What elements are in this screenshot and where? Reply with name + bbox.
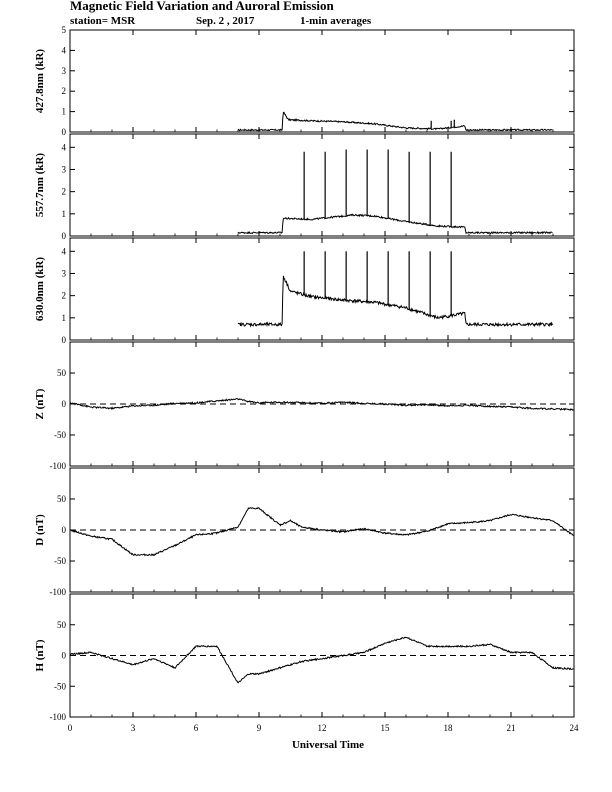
panel-frame — [69, 133, 575, 237]
series-line-z — [69, 398, 574, 411]
x-tick-label: 15 — [381, 723, 391, 733]
date-label: Sep. 2 , 2017 — [196, 15, 255, 27]
averaging-label: 1-min averages — [300, 15, 372, 27]
x-tick-label: 24 — [570, 723, 580, 733]
y-tick-label: 3 — [62, 66, 67, 76]
y-tick-label: 4 — [62, 45, 67, 55]
y-tick-label: 50 — [57, 368, 67, 378]
series-line-d — [69, 507, 574, 557]
y-tick-label: 5 — [62, 25, 67, 35]
y-tick-label: 2 — [62, 187, 67, 197]
y-tick-label: 0 — [62, 335, 67, 345]
y-tick-label: -100 — [50, 461, 67, 471]
panel-e6300: 0 1 2 3 4 630.0nm (kR) — [34, 237, 575, 345]
panel-e4278: 0 1 2 3 4 5 427.8nm (kR) — [34, 25, 575, 137]
y-tick-label: 0 — [62, 525, 67, 535]
x-axis-label: Universal Time — [292, 739, 364, 751]
series-line-h — [69, 636, 574, 684]
y-tick-label: -50 — [54, 556, 66, 566]
y-tick-label: 0 — [62, 231, 67, 241]
x-tick-label: 9 — [257, 723, 262, 733]
x-tick-label: 18 — [444, 723, 454, 733]
panel-d: -100 -50 0 50 D (nT) — [34, 467, 575, 597]
y-tick-label: -100 — [50, 712, 67, 722]
y-tick-label: 0 — [62, 651, 67, 661]
series-line-e5577 — [237, 213, 553, 235]
y-tick-label: 3 — [62, 268, 67, 278]
y-tick-label: 4 — [62, 142, 67, 152]
chart-title: Magnetic Field Variation and Auroral Emi… — [70, 0, 335, 13]
series-line-e6300 — [237, 275, 553, 328]
x-tick-label: 21 — [507, 723, 516, 733]
y-tick-label: -100 — [50, 587, 67, 597]
y-tick-label: 0 — [62, 399, 67, 409]
y-tick-label: 1 — [62, 209, 67, 219]
x-tick-label: 3 — [131, 723, 136, 733]
station-label: station= MSR — [70, 15, 136, 27]
y-tick-label: 3 — [62, 164, 67, 174]
y-tick-label: 50 — [57, 494, 67, 504]
y-axis-label: H (nT) — [34, 639, 46, 671]
y-axis-label: D (nT) — [34, 514, 46, 546]
y-axis-label: Z (nT) — [34, 388, 46, 419]
y-axis-label: 557.7nm (kR) — [34, 153, 46, 218]
y-tick-label: -50 — [54, 430, 66, 440]
y-tick-label: 1 — [62, 313, 67, 323]
y-axis-label: 630.0nm (kR) — [34, 257, 46, 322]
series-line-e4278 — [238, 111, 553, 132]
panel-e5577: 0 1 2 3 4 557.7nm (kR) — [34, 133, 575, 241]
x-tick-label: 12 — [318, 723, 327, 733]
x-tick-label: 0 — [68, 723, 73, 733]
panel-z: -100 -50 0 50 Z (nT) — [34, 341, 575, 471]
panel-h: -100 -50 0 50 H (nT) — [34, 593, 575, 722]
panel-frame — [69, 29, 575, 133]
y-tick-label: 1 — [62, 107, 67, 117]
y-axis-label: 427.8nm (kR) — [34, 49, 46, 114]
y-tick-label: 4 — [62, 246, 67, 256]
y-tick-label: 2 — [62, 86, 67, 96]
y-tick-label: -50 — [54, 681, 66, 691]
y-tick-label: 2 — [62, 291, 67, 301]
y-tick-label: 0 — [62, 127, 67, 137]
x-tick-label: 6 — [194, 723, 199, 733]
y-tick-label: 50 — [57, 620, 67, 630]
